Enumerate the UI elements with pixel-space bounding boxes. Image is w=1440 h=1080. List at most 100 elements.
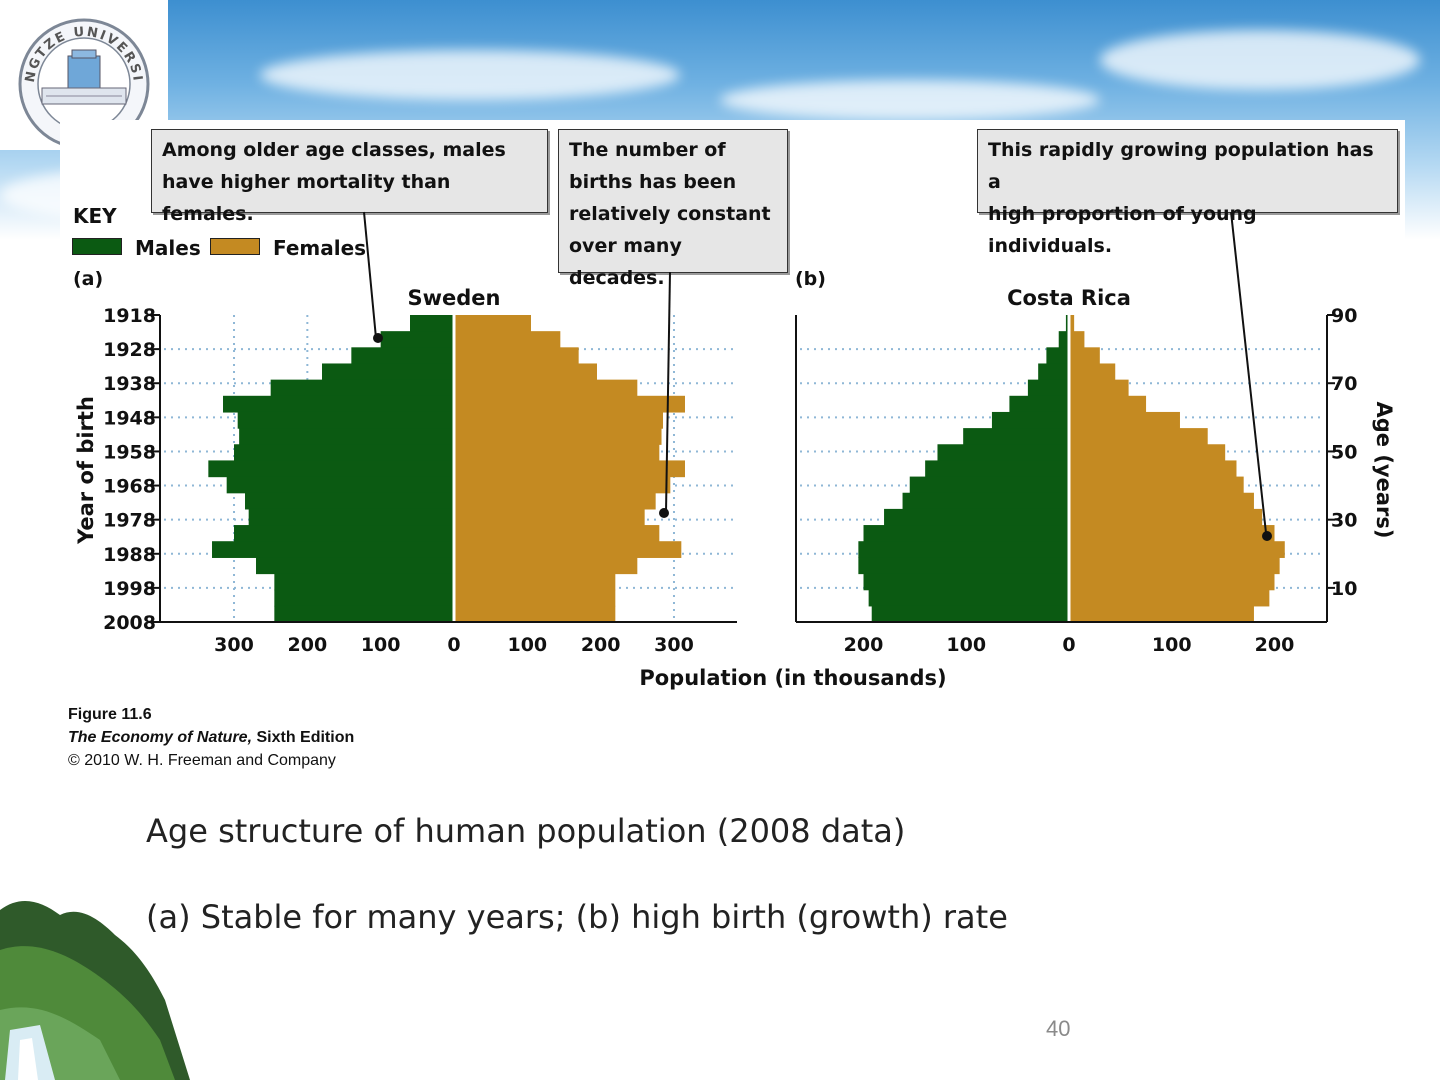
female-bar [454, 428, 662, 445]
female-bar [1069, 541, 1285, 558]
male-bar [234, 525, 454, 542]
y-axis-label-left: Year of birth [74, 396, 98, 545]
male-bar [212, 541, 454, 558]
callout-mortality: Among older age classes, males have high… [151, 129, 548, 225]
female-bar [454, 541, 682, 558]
leader-line-young [1230, 211, 1267, 534]
male-bar [963, 428, 1069, 445]
panel-label-a: (a) [73, 268, 104, 290]
male-bar [274, 605, 454, 623]
male-bar [234, 444, 454, 462]
male-bar [270, 379, 454, 397]
x-tick-label: 300 [654, 634, 694, 656]
book-title: The Economy of Nature, [68, 729, 253, 746]
x-tick-label: 300 [214, 634, 254, 656]
female-bar [454, 331, 561, 348]
female-bar [454, 605, 616, 623]
y-tick-label: 1978 [103, 510, 156, 532]
male-bar [226, 476, 454, 494]
axes [152, 314, 1335, 623]
male-bar [248, 508, 454, 526]
y-axis-label-right: Age (years) [1372, 402, 1396, 539]
female-bar [454, 460, 685, 478]
male-bar [245, 492, 454, 510]
female-bar [1069, 411, 1180, 429]
chart-title-costa-rica: Costa Rica [1007, 286, 1131, 310]
leader-dot-young [1262, 531, 1272, 541]
male-bar [868, 589, 1069, 607]
female-bar [1069, 331, 1085, 348]
male-bar [871, 605, 1069, 623]
landscape-decoration [0, 900, 190, 1080]
female-bar [454, 363, 597, 381]
panel-label-b: (b) [795, 268, 826, 290]
female-bar [454, 492, 656, 510]
population-pyramids: 300 200 100 0 100 200 300191819281938194819581… [74, 211, 1396, 690]
leader-line-mortality [363, 211, 377, 339]
x-tick-label: 0 [1062, 634, 1075, 656]
female-bar [1069, 508, 1263, 526]
female-bar [1069, 363, 1116, 381]
male-bar [1058, 331, 1069, 348]
tick-labels: 300 200 100 0 100 200 300191819281938194819581… [103, 305, 1357, 656]
y-tick-label: 1938 [103, 373, 156, 395]
x-tick-label: 100 [1152, 634, 1192, 656]
female-bar [1069, 315, 1075, 332]
male-bar [1065, 315, 1069, 332]
x-axis-label: Population (in thousands) [639, 666, 946, 690]
cloud [1100, 30, 1420, 90]
male-bar [223, 395, 454, 413]
figure-number: Figure 11.6 [68, 706, 152, 723]
male-bar [884, 508, 1069, 526]
x-tick-label: 200 [581, 634, 621, 656]
male-bar [1009, 395, 1069, 413]
chart-title-sweden: Sweden [408, 286, 501, 310]
female-bar [454, 557, 638, 575]
bars [208, 315, 1285, 623]
y-tick-label: 1968 [103, 476, 156, 498]
female-bar [1069, 347, 1100, 365]
female-bar [1069, 444, 1226, 462]
male-bar [863, 573, 1069, 591]
female-bar [454, 395, 685, 413]
male-bar [909, 476, 1069, 494]
cloud [720, 80, 1100, 120]
female-bar [454, 508, 645, 526]
key-title: KEY [73, 204, 117, 228]
female-bar [454, 573, 616, 591]
cloud [260, 50, 680, 100]
female-bar [454, 347, 579, 365]
logo-area: YANGTZE UNIVERSITY [0, 0, 168, 150]
female-bar [1069, 379, 1129, 397]
x-tick-label: 100 [946, 634, 986, 656]
female-bar [1069, 395, 1147, 413]
x-tick-label: 0 [447, 634, 460, 656]
x-tick-label: 200 [844, 634, 884, 656]
male-bar [239, 428, 454, 445]
male-bar [937, 444, 1069, 462]
male-bar [863, 525, 1069, 542]
y-tick-label: 50 [1331, 441, 1357, 463]
callout-births: The number of births has been relatively… [558, 129, 788, 289]
y-tick-label: 2008 [103, 612, 156, 634]
male-bar [858, 541, 1069, 558]
female-bar [1069, 476, 1244, 494]
university-logo: YANGTZE UNIVERSITY [16, 16, 150, 150]
male-bar [1046, 347, 1069, 365]
x-tick-label: 200 [1255, 634, 1295, 656]
female-bar [1069, 525, 1275, 542]
leader-dot-mortality [373, 333, 383, 343]
female-bar [1069, 557, 1280, 575]
female-bar [1069, 605, 1254, 623]
caption-line-2: (a) Stable for many years; (b) high birt… [146, 898, 1008, 936]
y-tick-label: 1958 [103, 441, 156, 463]
x-tick-label: 100 [361, 634, 401, 656]
female-bar [454, 589, 616, 607]
page-number: 40 [1046, 1016, 1071, 1041]
females-key-label: Females [273, 236, 367, 260]
y-tick-label: 90 [1331, 305, 1357, 327]
book-credit: The Economy of Nature, Sixth Edition [68, 729, 354, 747]
male-bar [208, 460, 454, 478]
male-bar [380, 331, 454, 348]
female-bar [1069, 573, 1275, 591]
